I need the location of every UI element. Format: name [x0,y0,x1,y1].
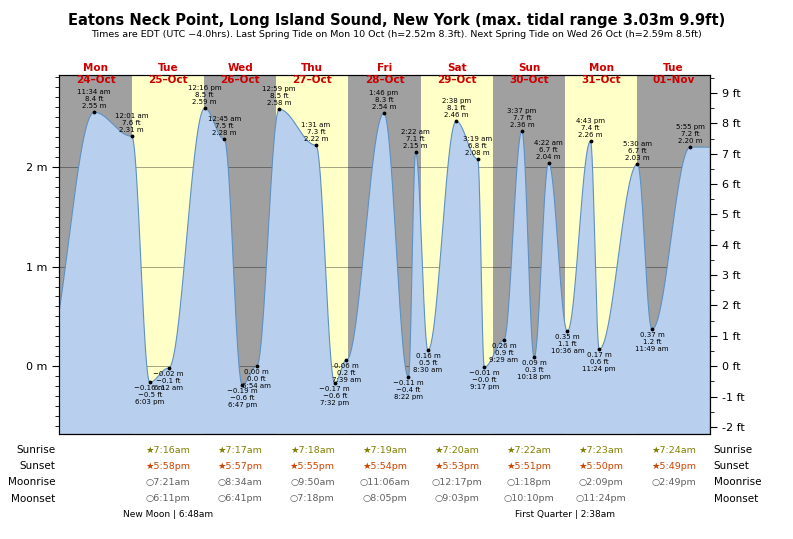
Text: ★5:50pm: ★5:50pm [579,462,624,471]
Bar [59,75,132,434]
Text: ○8:05pm: ○8:05pm [362,494,407,503]
Bar [493,75,565,434]
Text: ○9:03pm: ○9:03pm [435,494,479,503]
Text: 12:45 am
7.5 ft
2.28 m: 12:45 am 7.5 ft 2.28 m [208,116,241,136]
Text: ○7:18pm: ○7:18pm [290,494,335,503]
Text: Mon: Mon [589,63,614,73]
Text: ★5:53pm: ★5:53pm [435,462,480,471]
Text: ★5:54pm: ★5:54pm [362,462,407,471]
Text: Moonset: Moonset [714,494,758,503]
Text: Moonrise: Moonrise [714,478,761,487]
Text: Sun: Sun [518,63,540,73]
Text: 12:16 pm
8.5 ft
2.59 m: 12:16 pm 8.5 ft 2.59 m [188,85,221,105]
Text: ★7:16am: ★7:16am [145,446,190,454]
Text: −0.17 m
−0.6 ft
7:32 pm: −0.17 m −0.6 ft 7:32 pm [320,386,350,406]
Text: ★7:18am: ★7:18am [290,446,335,454]
Text: New Moon | 6:48am: New Moon | 6:48am [123,510,213,519]
Text: 0.09 m
0.3 ft
10:18 pm: 0.09 m 0.3 ft 10:18 pm [517,360,551,380]
Bar [565,75,638,434]
Text: 1:31 am
7.3 ft
2.22 m: 1:31 am 7.3 ft 2.22 m [301,122,331,142]
Text: 29–Oct: 29–Oct [437,74,477,85]
Text: 0.17 m
0.6 ft
11:24 pm: 0.17 m 0.6 ft 11:24 pm [582,353,616,372]
Text: −0.11 m
−0.4 ft
8:22 pm: −0.11 m −0.4 ft 8:22 pm [393,380,423,400]
Text: 12:01 am
7.6 ft
2.31 m: 12:01 am 7.6 ft 2.31 m [115,113,148,133]
Text: 0.35 m
1.1 ft
10:36 am: 0.35 m 1.1 ft 10:36 am [550,334,584,354]
Text: 3:37 pm
7.7 ft
2.36 m: 3:37 pm 7.7 ft 2.36 m [508,108,537,128]
Text: Sunset: Sunset [714,461,749,471]
Text: 25–Oct: 25–Oct [148,74,188,85]
Text: −0.16 m
−0.5 ft
6:03 pm: −0.16 m −0.5 ft 6:03 pm [135,385,165,405]
Text: 31–Oct: 31–Oct [581,74,621,85]
Text: ★5:51pm: ★5:51pm [507,462,552,471]
Text: ○2:49pm: ○2:49pm [651,478,696,487]
Text: 26–Oct: 26–Oct [220,74,260,85]
Text: ○2:09pm: ○2:09pm [579,478,624,487]
Bar [132,75,204,434]
Text: ★7:24am: ★7:24am [651,446,696,454]
Bar [421,75,493,434]
Text: 3:19 am
6.8 ft
2.08 m: 3:19 am 6.8 ft 2.08 m [463,136,492,156]
Bar [276,75,348,434]
Bar [348,75,421,434]
Text: Fri: Fri [377,63,393,73]
Text: ★7:20am: ★7:20am [435,446,479,454]
Text: Mon: Mon [83,63,108,73]
Text: Thu: Thu [301,63,324,73]
Text: Sat: Sat [447,63,466,73]
Text: Sunrise: Sunrise [17,445,56,455]
Text: 30–Oct: 30–Oct [509,74,549,85]
Text: Tue: Tue [158,63,178,73]
Text: Eatons Neck Point, Long Island Sound, New York (max. tidal range 3.03m 9.9ft): Eatons Neck Point, Long Island Sound, Ne… [68,13,725,29]
Text: ★7:23am: ★7:23am [579,446,624,454]
Text: ○11:06am: ○11:06am [359,478,410,487]
Text: 11:34 am
8.4 ft
2.55 m: 11:34 am 8.4 ft 2.55 m [78,89,111,109]
Text: ○12:17pm: ○12:17pm [431,478,482,487]
Text: ★7:19am: ★7:19am [362,446,407,454]
Text: 24–Oct: 24–Oct [75,74,116,85]
Text: ○6:11pm: ○6:11pm [145,494,190,503]
Text: ★5:49pm: ★5:49pm [651,462,696,471]
Text: ★5:57pm: ★5:57pm [217,462,262,471]
Text: Sunrise: Sunrise [714,445,753,455]
Text: ★7:22am: ★7:22am [507,446,552,454]
Text: 27–Oct: 27–Oct [293,74,332,85]
Text: 0.16 m
0.5 ft
8:30 am: 0.16 m 0.5 ft 8:30 am [413,353,442,373]
Text: 2:22 am
7.1 ft
2.15 m: 2:22 am 7.1 ft 2.15 m [401,129,430,149]
Text: 5:30 am
6.7 ft
2.03 m: 5:30 am 6.7 ft 2.03 m [623,141,652,161]
Text: 4:22 am
6.7 ft
2.04 m: 4:22 am 6.7 ft 2.04 m [534,140,563,160]
Text: 28–Oct: 28–Oct [365,74,404,85]
Text: 12:59 pm
8.5 ft
2.58 m: 12:59 pm 8.5 ft 2.58 m [262,86,296,106]
Text: −0.19 m
−0.6 ft
6:47 pm: −0.19 m −0.6 ft 6:47 pm [227,388,258,408]
Text: ★5:55pm: ★5:55pm [290,462,335,471]
Text: ○1:18pm: ○1:18pm [507,478,551,487]
Text: Sunset: Sunset [20,461,56,471]
Text: 0.06 m
0.2 ft
7:39 am: 0.06 m 0.2 ft 7:39 am [331,363,361,383]
Text: ★7:17am: ★7:17am [217,446,262,454]
Bar [638,75,710,434]
Text: 5:55 pm
7.2 ft
2.20 m: 5:55 pm 7.2 ft 2.20 m [676,124,705,144]
Text: 0.37 m
1.2 ft
11:49 am: 0.37 m 1.2 ft 11:49 am [635,333,668,353]
Text: Times are EDT (UTC −4.0hrs). Last Spring Tide on Mon 10 Oct (h=2.52m 8.3ft). Nex: Times are EDT (UTC −4.0hrs). Last Spring… [91,30,702,39]
Text: ○11:24pm: ○11:24pm [576,494,626,503]
Text: 1:46 pm
8.3 ft
2.54 m: 1:46 pm 8.3 ft 2.54 m [370,91,398,110]
Text: Tue: Tue [663,63,684,73]
Text: ★5:58pm: ★5:58pm [145,462,190,471]
Text: 2:38 pm
8.1 ft
2.46 m: 2:38 pm 8.1 ft 2.46 m [442,98,471,118]
Bar [204,75,276,434]
Text: Wed: Wed [228,63,253,73]
Text: 01–Nov: 01–Nov [653,74,695,85]
Text: ○8:34am: ○8:34am [218,478,262,487]
Text: ○9:50am: ○9:50am [290,478,335,487]
Text: −0.01 m
−0.0 ft
9:17 pm: −0.01 m −0.0 ft 9:17 pm [469,370,500,390]
Text: 0.26 m
0.9 ft
9:29 am: 0.26 m 0.9 ft 9:29 am [489,343,519,363]
Text: ○10:10pm: ○10:10pm [504,494,554,503]
Text: First Quarter | 2:38am: First Quarter | 2:38am [515,510,615,519]
Text: ○6:41pm: ○6:41pm [218,494,262,503]
Text: Moonrise: Moonrise [8,478,56,487]
Text: 0.00 m
0.0 ft
6:54 am: 0.00 m 0.0 ft 6:54 am [243,369,271,389]
Text: 4:43 pm
7.4 ft
2.26 m: 4:43 pm 7.4 ft 2.26 m [576,118,605,138]
Text: Moonset: Moonset [11,494,56,503]
Text: ○7:21am: ○7:21am [146,478,190,487]
Text: −0.02 m
−0.1 ft
6:12 am: −0.02 m −0.1 ft 6:12 am [153,371,184,391]
